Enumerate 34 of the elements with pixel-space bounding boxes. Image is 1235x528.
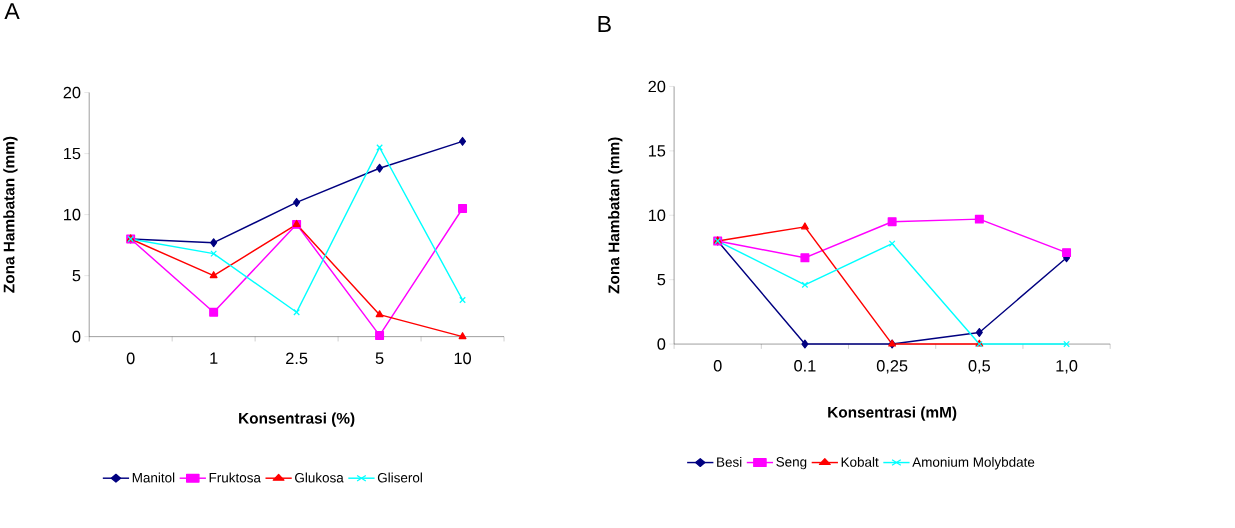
y-tick-label: 15 bbox=[64, 147, 81, 160]
y-tick-label: 10 bbox=[64, 208, 81, 221]
x-tick-label: 0,5 bbox=[968, 359, 991, 374]
x-tick-label: 1,0 bbox=[1056, 359, 1078, 374]
x-tick-label: 0 bbox=[713, 359, 722, 372]
legend-label: Gliserol bbox=[377, 472, 422, 483]
y-axis-title: Zona Hambatan (mm) bbox=[3, 136, 18, 293]
legend-label: Amonium Molybdate bbox=[912, 456, 1035, 470]
y-tick-label: 15 bbox=[648, 145, 666, 157]
x-tick-label: 5 bbox=[375, 352, 384, 364]
legend-label: Seng bbox=[776, 457, 807, 470]
y-tick-label: 5 bbox=[657, 273, 666, 286]
y-tick-label: 20 bbox=[648, 80, 666, 93]
chart-title: B bbox=[598, 16, 611, 32]
x-tick-label: 2.5 bbox=[286, 352, 308, 365]
y-tick-label: 0 bbox=[657, 338, 666, 350]
legend-label: Kobalt bbox=[841, 456, 879, 467]
x-tick-label: 1 bbox=[210, 352, 218, 364]
x-axis-title: Konsentrasi (mM) bbox=[828, 406, 957, 421]
legend-label: Fruktosa bbox=[209, 472, 261, 483]
y-tick-label: 20 bbox=[63, 86, 81, 99]
x-tick-label: 0 bbox=[126, 352, 135, 365]
y-axis-title: Zona Hambatan (mm) bbox=[608, 137, 623, 294]
y-tick-label: 10 bbox=[648, 209, 666, 221]
x-tick-label: 0,25 bbox=[876, 359, 908, 374]
chart-title: A bbox=[4, 3, 20, 19]
y-tick-label: 0 bbox=[72, 330, 81, 343]
legend-label: Manitol bbox=[132, 472, 175, 483]
legend-label: Glukosa bbox=[295, 472, 344, 483]
x-axis-title: Konsentrasi (%) bbox=[239, 412, 355, 427]
y-tick-label: 5 bbox=[72, 269, 81, 282]
legend-label: Besi bbox=[717, 456, 742, 467]
x-tick-label: 10 bbox=[454, 352, 471, 365]
x-tick-label: 0.1 bbox=[794, 359, 816, 372]
